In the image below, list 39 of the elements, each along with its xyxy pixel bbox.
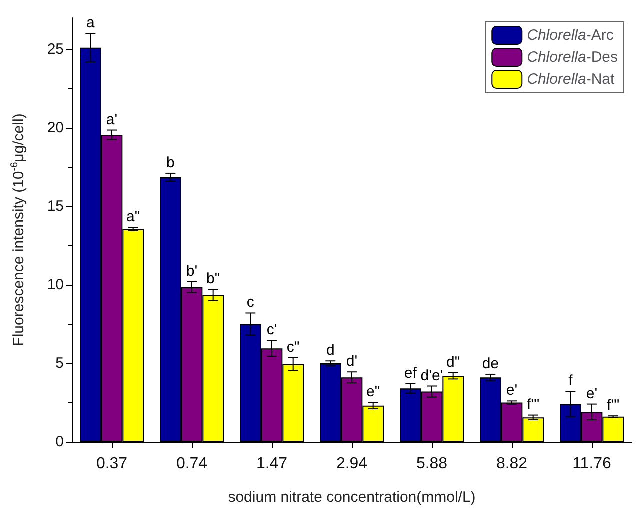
data-label: d" xyxy=(446,354,460,371)
data-label: c" xyxy=(286,338,300,356)
y-tick-label: 5 xyxy=(56,354,64,372)
data-label: d'e' xyxy=(420,367,444,384)
y-axis-title: Fluorescence intensity (10-6μg/cell) xyxy=(10,114,28,346)
data-label: de xyxy=(482,355,500,372)
legend-label: Chlorella-Des xyxy=(527,49,618,66)
data-label: d xyxy=(326,342,335,360)
data-label: e' xyxy=(586,385,598,402)
y-tick-label: 25 xyxy=(47,40,64,58)
x-tick-label: 0.37 xyxy=(96,456,128,472)
y-tick-label: 0 xyxy=(56,434,64,450)
data-label: c xyxy=(246,294,255,312)
data-label: d' xyxy=(346,353,358,370)
legend-label: Chlorella-Arc xyxy=(527,27,614,44)
data-label: ef xyxy=(404,364,418,382)
data-label: b" xyxy=(206,270,220,288)
x-axis-title: sodium nitrate concentration(mmol/L) xyxy=(228,489,476,506)
data-label: f xyxy=(568,372,574,390)
y-tick-label: 15 xyxy=(47,198,64,215)
x-tick-label: 1.47 xyxy=(256,456,288,472)
data-label: b' xyxy=(186,262,198,280)
data-label: a" xyxy=(126,208,140,226)
data-label: a xyxy=(86,14,96,32)
data-label: c' xyxy=(266,322,278,339)
y-tick-label: 10 xyxy=(47,276,64,294)
data-label: f''' xyxy=(606,397,620,414)
y-tick-label: 20 xyxy=(47,119,64,136)
x-tick-label: 2.94 xyxy=(336,456,368,472)
x-tick-label: 5.88 xyxy=(416,456,448,472)
data-label: e" xyxy=(366,384,380,401)
x-tick-label: 11.76 xyxy=(572,456,612,472)
legend-label: Chlorella-Nat xyxy=(527,71,616,88)
data-label: b xyxy=(166,154,175,172)
data-label: e' xyxy=(506,382,518,400)
data-label: f''' xyxy=(526,396,540,414)
x-tick-label: 0.74 xyxy=(176,456,208,472)
data-label: a' xyxy=(106,111,118,128)
x-tick-label: 8.82 xyxy=(496,456,528,472)
